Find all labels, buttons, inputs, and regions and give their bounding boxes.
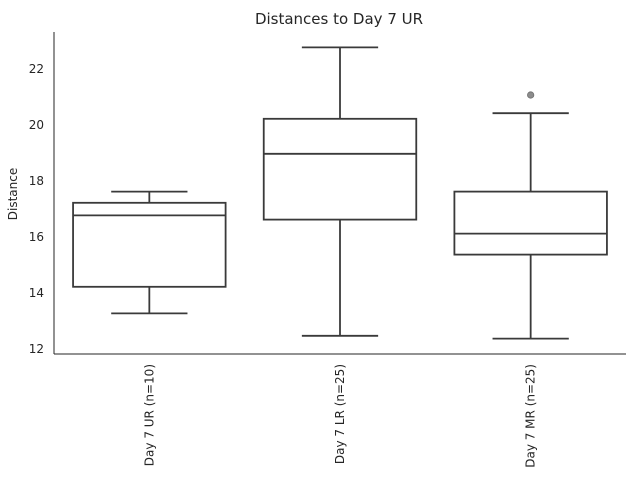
y-tick-label: 12 bbox=[29, 342, 44, 356]
x-axis-ticks: Day 7 UR (n=10) Day 7 LR (n=25) Day 7 MR (… bbox=[142, 364, 537, 468]
y-tick-label: 20 bbox=[29, 118, 44, 132]
y-tick-label: 22 bbox=[29, 62, 44, 76]
iqr-box bbox=[72, 201, 227, 288]
x-tick-label: Day 7 LR (n=25) bbox=[333, 364, 347, 464]
iqr-box bbox=[262, 117, 418, 221]
outlier-point bbox=[527, 91, 535, 99]
iqr-box bbox=[453, 190, 608, 256]
box-series bbox=[72, 46, 608, 340]
box-2 bbox=[262, 46, 418, 337]
x-tick-label: Day 7 UR (n=10) bbox=[142, 364, 156, 466]
y-tick-label: 14 bbox=[29, 286, 44, 300]
x-tick-label: Day 7 MR (n=25) bbox=[524, 364, 538, 468]
y-tick-label: 16 bbox=[29, 230, 44, 244]
y-tick-label: 18 bbox=[29, 174, 44, 188]
y-axis-ticks: 12 14 16 18 20 22 bbox=[29, 62, 44, 356]
box-3 bbox=[453, 91, 608, 340]
y-axis-label: Distance bbox=[6, 168, 20, 220]
axes-spines bbox=[53, 32, 626, 355]
box-1 bbox=[72, 190, 227, 315]
chart-title: Distances to Day 7 UR bbox=[255, 10, 423, 28]
